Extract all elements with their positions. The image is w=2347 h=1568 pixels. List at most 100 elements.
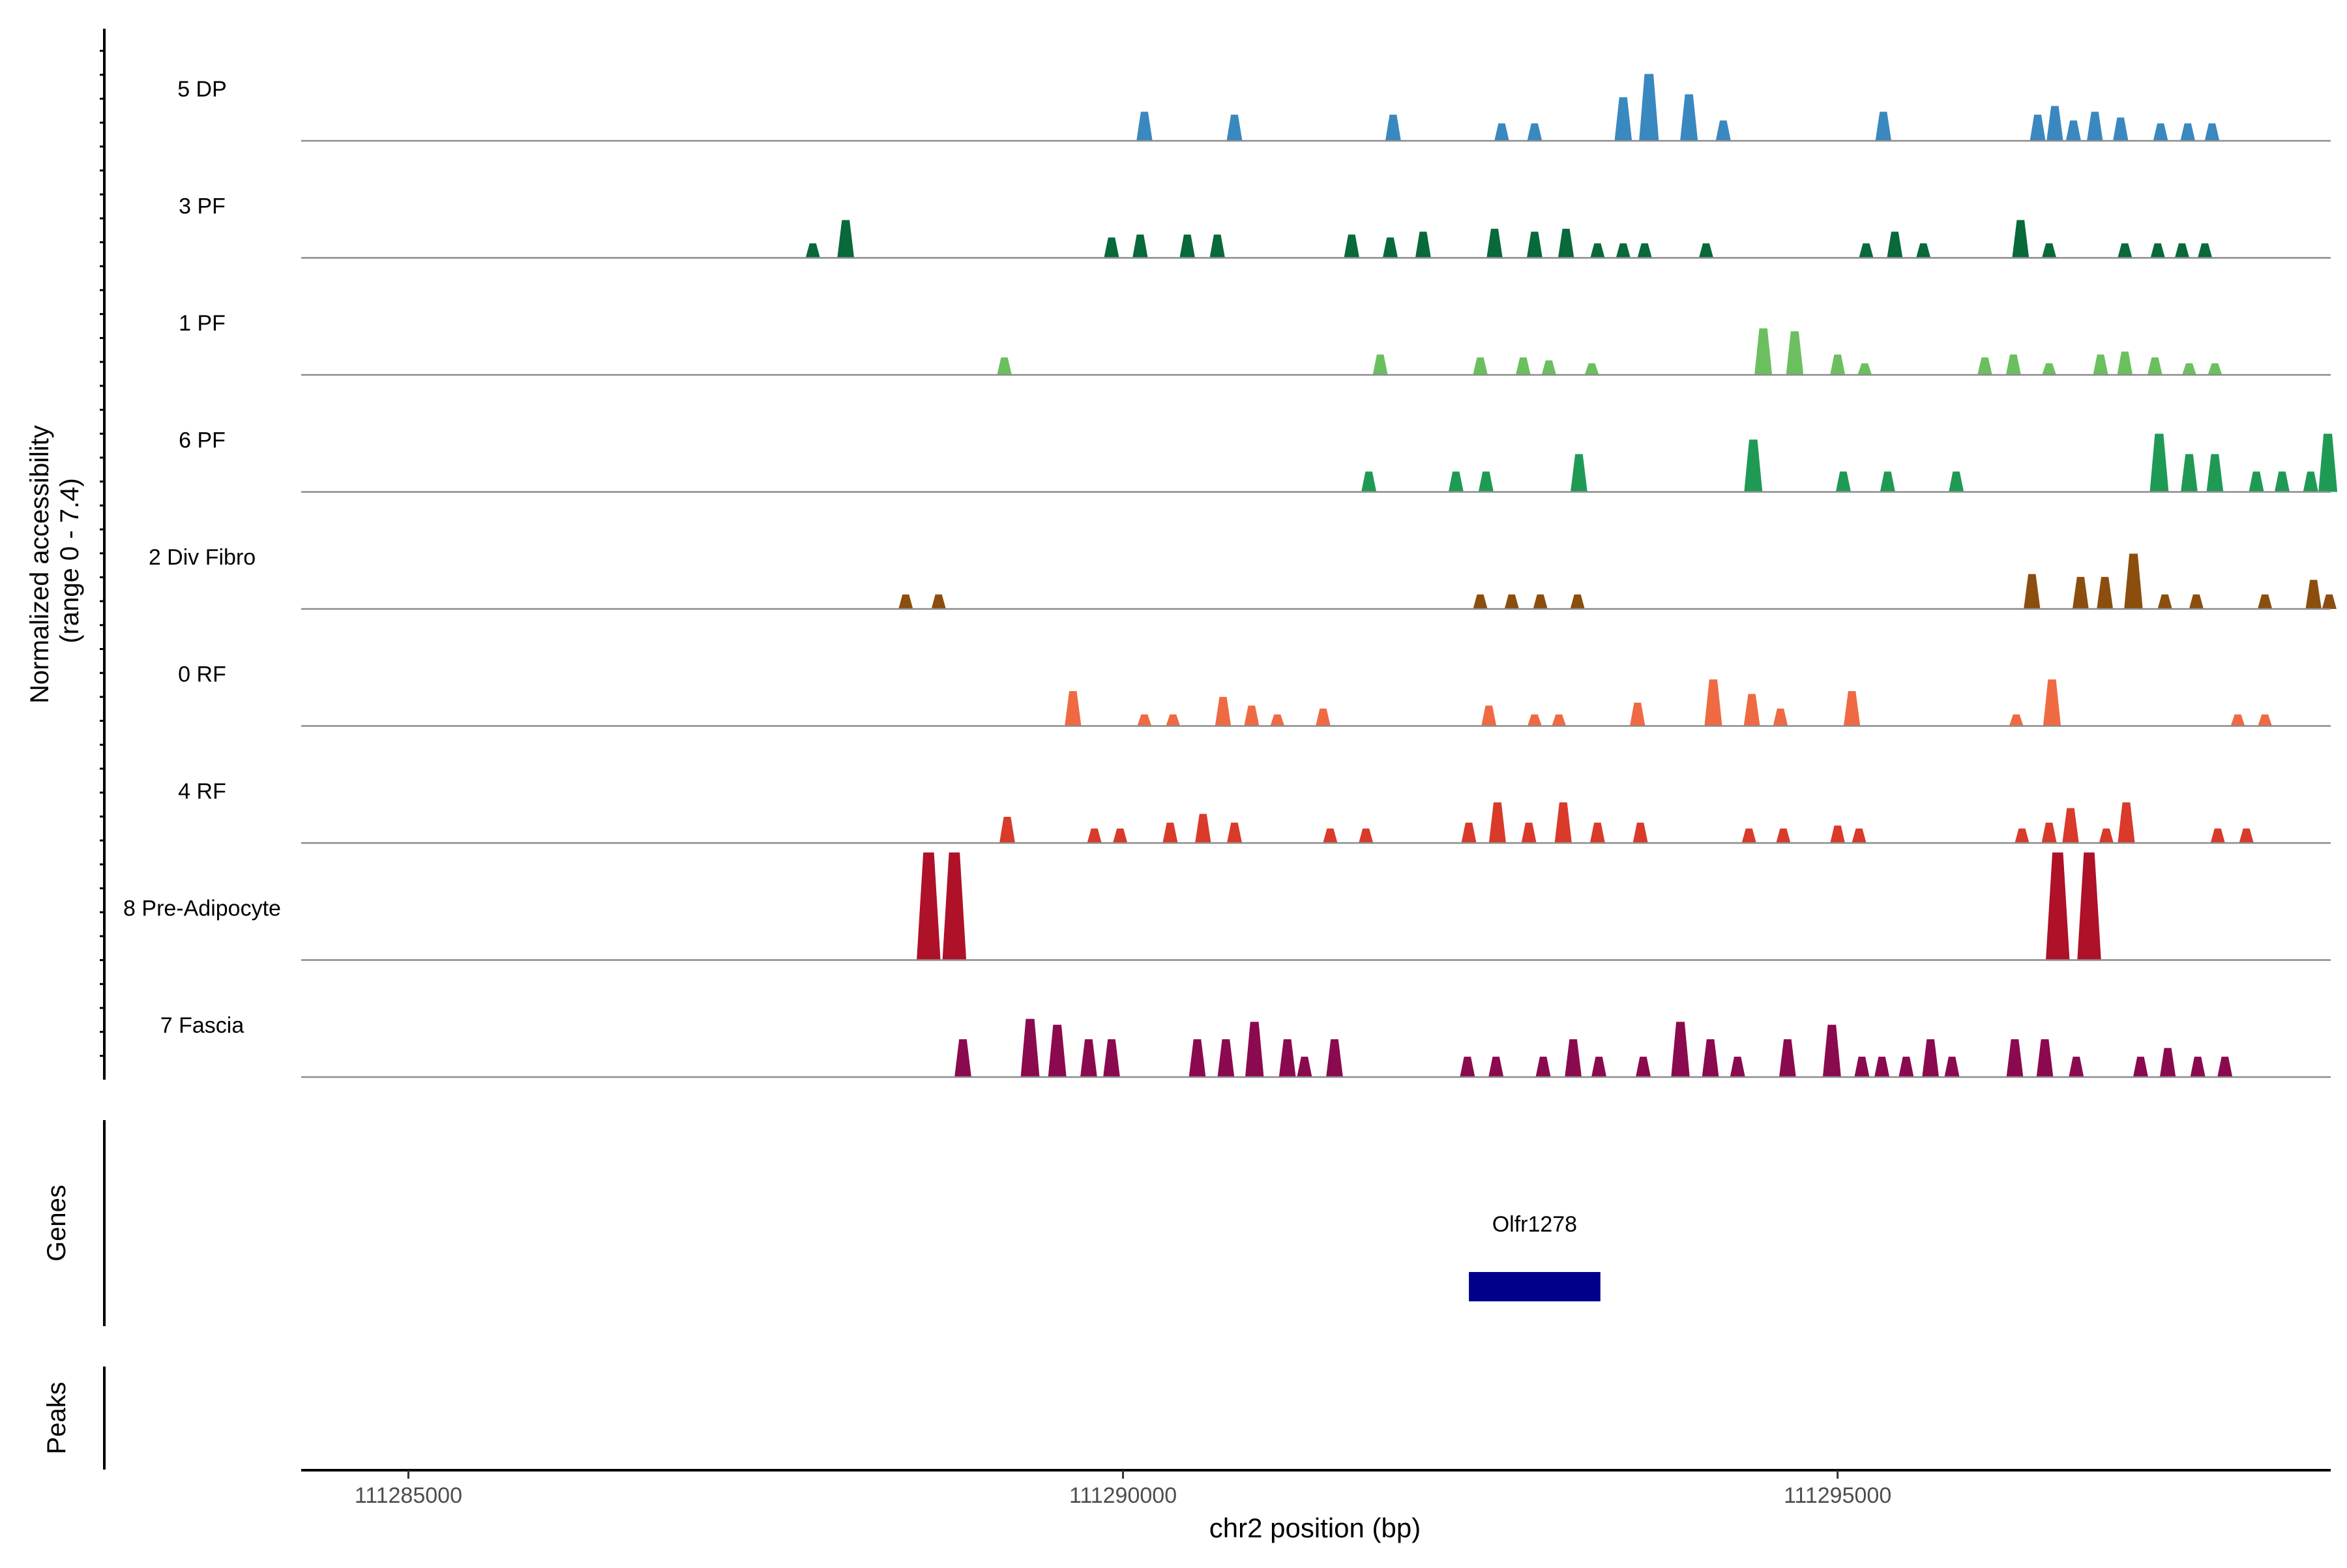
accessibility-peak (2030, 114, 2046, 141)
accessibility-peak (2318, 434, 2338, 492)
accessibility-peak (1557, 228, 1574, 258)
accessibility-peak (837, 220, 855, 258)
accessibility-peak (1132, 234, 1148, 258)
track-label: 7 Fascia (160, 1013, 244, 1038)
accessibility-peak (2210, 828, 2225, 843)
accessibility-peak (1875, 111, 1892, 141)
accessibility-peak (2113, 117, 2129, 141)
accessibility-peak (1916, 243, 1931, 258)
accessibility-peak (2274, 471, 2290, 492)
accessibility-peak (1898, 1056, 1914, 1077)
accessibility-peak (1217, 1039, 1235, 1077)
accessibility-peak (1179, 234, 1195, 258)
accessibility-peak (1473, 357, 1488, 375)
accessibility-peak (917, 852, 941, 960)
track-1-pf: 1 PF (179, 311, 2331, 376)
x-axis-ticks: 111285000 111290000 111295000 (355, 1470, 1891, 1508)
accessibility-axis-label-line1: Normalized accessibility (25, 425, 54, 703)
track-8-pre-adipocyte: 8 Pre-Adipocyte (123, 852, 2331, 961)
accessibility-peak (1639, 74, 1659, 141)
accessibility-peak (1779, 1039, 1796, 1077)
accessibility-peak (1977, 357, 1992, 375)
accessibility-peak (1854, 1056, 1870, 1077)
accessibility-peak (942, 852, 967, 960)
accessibility-peak (2042, 363, 2056, 375)
accessibility-peak (1584, 363, 1599, 375)
accessibility-peak (2046, 852, 2070, 960)
accessibility-peak (1488, 1056, 1504, 1077)
accessibility-peak (1226, 114, 1243, 141)
accessibility-peak (2046, 106, 2063, 141)
accessibility-peak (1571, 454, 1587, 492)
accessibility-peak (2043, 679, 2061, 726)
accessibility-peak (1020, 1018, 1040, 1077)
accessibility-peak (2207, 363, 2222, 375)
gene-body (1469, 1272, 1601, 1301)
accessibility-peak (1637, 243, 1652, 258)
track-6-pf: 6 PF (179, 428, 2338, 493)
accessibility-peak (954, 1039, 971, 1077)
accessibility-peak (1922, 1039, 1940, 1077)
accessibility-peak (2180, 123, 2196, 141)
accessibility-peak (2230, 714, 2245, 726)
accessibility-peak (1591, 1056, 1607, 1077)
accessibility-peak (1671, 1022, 1690, 1077)
accessibility-peak (1773, 708, 1788, 726)
tracks-layer: 5 DP 3 PF 1 PF 6 PF 2 Div Fibro 0 RF 4 RF 8 Pre… (123, 74, 2338, 1078)
accessibility-peak (1195, 814, 1211, 843)
accessibility-peak (1244, 705, 1260, 726)
accessibility-peak (1504, 594, 1519, 609)
accessibility-peak (2148, 357, 2162, 375)
accessibility-peak (2012, 220, 2030, 258)
track-label: 6 PF (179, 428, 226, 453)
accessibility-peak (2174, 243, 2190, 258)
accessibility-peak (2118, 802, 2135, 843)
accessibility-peak (1887, 231, 1903, 258)
accessibility-peak (1209, 234, 1225, 258)
accessibility-peak (1516, 357, 1531, 375)
accessibility-peak (1632, 822, 1648, 843)
accessibility-peak (1473, 594, 1488, 609)
accessibility-peak (1382, 237, 1398, 258)
accessibility-peak (1227, 822, 1243, 843)
accessibility-peak (1944, 1056, 1960, 1077)
accessibility-peak (2065, 120, 2081, 141)
genes-layer: Olfr1278 (1469, 1212, 1601, 1301)
accessibility-peak (1852, 828, 1867, 843)
accessibility-peak (2009, 714, 2024, 726)
accessibility-peak (2015, 828, 2030, 843)
accessibility-peak (1880, 471, 1895, 492)
accessibility-peak (1528, 714, 1542, 726)
accessibility-peak (2258, 594, 2273, 609)
track-label: 3 PF (179, 194, 226, 219)
accessibility-peak (898, 594, 913, 609)
accessibility-peak (2118, 243, 2133, 258)
accessibility-peak (2149, 434, 2169, 492)
track-3-pf: 3 PF (179, 194, 2331, 259)
accessibility-peak (2099, 828, 2114, 843)
track-2-div-fibro: 2 Div Fibro (149, 545, 2337, 610)
accessibility-peak (1589, 822, 1605, 843)
accessibility-peak (1843, 691, 1861, 726)
accessibility-peak (2150, 243, 2165, 258)
accessibility-peak (931, 594, 946, 609)
accessibility-peak (2153, 123, 2168, 141)
track-label: 0 RF (178, 662, 226, 687)
accessibility-peak (2198, 243, 2213, 258)
accessibility-peak (1316, 708, 1331, 726)
track-label: 4 RF (178, 779, 226, 804)
x-tick-label: 111290000 (1069, 1483, 1177, 1508)
accessibility-peak (2024, 574, 2041, 609)
accessibility-peak (1541, 360, 1556, 375)
accessibility-peak (1460, 1056, 1475, 1077)
accessibility-peak (1702, 1039, 1719, 1077)
accessibility-peak (1162, 822, 1178, 843)
accessibility-peak (1857, 363, 1872, 375)
accessibility-peak (1103, 1039, 1120, 1077)
peaks-panel-label: Peaks (42, 1382, 71, 1454)
x-tick-label: 111295000 (1784, 1483, 1891, 1508)
accessibility-peak (1385, 114, 1401, 141)
accessibility-peak (1776, 828, 1791, 843)
accessibility-peak (1448, 471, 1464, 492)
x-axis-label: chr2 position (bp) (1209, 1513, 1421, 1543)
